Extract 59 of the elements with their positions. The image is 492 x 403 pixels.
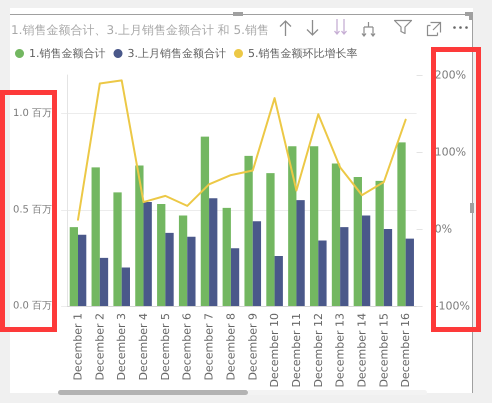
x-tick-label: December 11 [290,313,303,388]
x-tick-label: December 10 [268,313,282,388]
x-tick-label: December 6 [180,313,194,381]
x-tick-label: December 3 [115,313,128,381]
bar [362,216,370,306]
bar [274,256,283,306]
bar [296,200,305,306]
x-tick-label: December 14 [355,313,368,388]
bar [200,136,210,306]
bar [78,234,86,306]
bar [92,167,100,306]
bar [187,236,196,306]
legend-label: 3.上月销售金额合计 [127,47,226,60]
bar [288,146,296,306]
bar [178,216,188,306]
line-series [77,79,407,221]
y-tick-label: 0.5 百万 [12,204,52,216]
legend-label: 5.销售金额环比增长率 [248,47,358,60]
bar [157,204,166,306]
bar [100,258,108,306]
x-tick-label: December 16 [399,313,412,388]
x-tick-label: December 4 [137,313,150,381]
bar [406,238,414,306]
x-tick-label: December 9 [246,313,260,381]
y2-tick-label: 200% [434,68,466,82]
bar [144,202,152,306]
bar [122,268,130,306]
bar [135,165,144,306]
y-tick-label: 0.0 百万 [12,300,52,312]
bar [266,173,275,306]
bar [376,180,384,306]
bar [222,208,231,306]
x-tick-label: December 8 [224,313,238,381]
legend-label: 1.销售金额合计 [29,47,106,60]
bar [340,227,348,306]
x-tick-label: December 7 [202,313,216,381]
bar [318,240,327,306]
bar [310,146,318,306]
x-tick-label: December 2 [93,313,106,381]
bar [332,164,340,306]
bar [354,177,362,306]
x-tick-label: December 13 [334,313,347,388]
bar [397,142,406,306]
bar [113,192,122,306]
y2-tick-label: 100% [434,146,466,158]
x-tick-label: December 12 [312,313,325,388]
bar [209,198,218,306]
x-tick-label: December 1 [72,313,85,381]
bar [165,232,174,306]
x-tick-label: December 5 [158,313,172,381]
bar [70,227,78,306]
bar [230,248,240,306]
bar [252,221,262,306]
x-tick-label: December 15 [377,313,390,388]
bar [244,156,253,306]
chart-title: 1.销售金额合计、3.上月销售金额合计 和 5.销售 [11,23,269,37]
bar [384,229,392,306]
y2-tick-label: -100% [434,300,470,312]
y-tick-label: 1.0 百万 [12,108,52,119]
